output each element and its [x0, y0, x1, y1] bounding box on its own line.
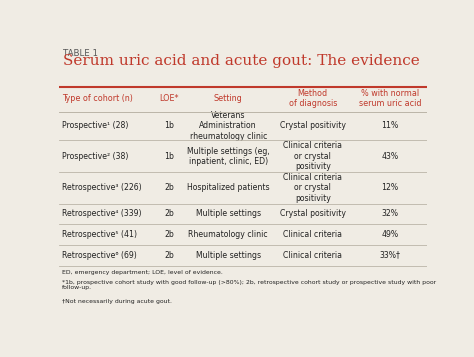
Text: 33%†: 33%† — [379, 251, 401, 260]
Text: Multiple settings (eg,
inpatient, clinic, ED): Multiple settings (eg, inpatient, clinic… — [187, 146, 270, 166]
Text: Method
of diagnosis: Method of diagnosis — [289, 89, 337, 108]
Text: 1b: 1b — [164, 152, 174, 161]
Text: Type of cohort (n): Type of cohort (n) — [62, 94, 133, 103]
Text: Hospitalized patients: Hospitalized patients — [187, 183, 270, 192]
Text: Crystal positivity: Crystal positivity — [280, 210, 346, 218]
Text: 2b: 2b — [164, 210, 174, 218]
Text: Clinical criteria: Clinical criteria — [283, 230, 342, 239]
Text: Retrospective⁴ (339): Retrospective⁴ (339) — [62, 210, 142, 218]
Text: †Not necessarily during acute gout.: †Not necessarily during acute gout. — [62, 299, 172, 304]
Text: Clinical criteria: Clinical criteria — [283, 251, 342, 260]
Text: Rheumatology clinic: Rheumatology clinic — [189, 230, 268, 239]
Text: LOE*: LOE* — [160, 94, 179, 103]
Text: Crystal positivity: Crystal positivity — [280, 121, 346, 131]
Text: 2b: 2b — [164, 230, 174, 239]
Text: *1b, prospective cohort study with good follow-up (>80%); 2b, retrospective coho: *1b, prospective cohort study with good … — [62, 280, 436, 290]
Text: 12%: 12% — [381, 183, 399, 192]
Text: TABLE 1: TABLE 1 — [63, 49, 98, 58]
Text: 32%: 32% — [382, 210, 398, 218]
Text: Clinical criteria
or crystal
positivity: Clinical criteria or crystal positivity — [283, 173, 342, 203]
Text: Multiple settings: Multiple settings — [196, 251, 261, 260]
Text: 43%: 43% — [381, 152, 399, 161]
Text: Veterans
Administration
rheumatology clinic: Veterans Administration rheumatology cli… — [190, 111, 267, 141]
Text: Retrospective⁶ (69): Retrospective⁶ (69) — [62, 251, 137, 260]
Text: Prospective¹ (28): Prospective¹ (28) — [62, 121, 128, 131]
Text: Setting: Setting — [214, 94, 243, 103]
Text: Multiple settings: Multiple settings — [196, 210, 261, 218]
Text: Clinical criteria
or crystal
positivity: Clinical criteria or crystal positivity — [283, 141, 342, 171]
Text: 2b: 2b — [164, 251, 174, 260]
Text: 2b: 2b — [164, 183, 174, 192]
Text: Retrospective³ (226): Retrospective³ (226) — [62, 183, 142, 192]
Text: % with normal
serum uric acid: % with normal serum uric acid — [359, 89, 421, 108]
Text: 11%: 11% — [381, 121, 399, 131]
Text: Retrospective⁵ (41): Retrospective⁵ (41) — [62, 230, 137, 239]
Text: Prospective² (38): Prospective² (38) — [62, 152, 128, 161]
Text: 1b: 1b — [164, 121, 174, 131]
Text: 49%: 49% — [381, 230, 399, 239]
Text: ED, emergency department; LOE, level of evidence.: ED, emergency department; LOE, level of … — [62, 270, 223, 275]
Text: Serum uric acid and acute gout: The evidence: Serum uric acid and acute gout: The evid… — [63, 54, 419, 69]
FancyBboxPatch shape — [59, 43, 427, 318]
